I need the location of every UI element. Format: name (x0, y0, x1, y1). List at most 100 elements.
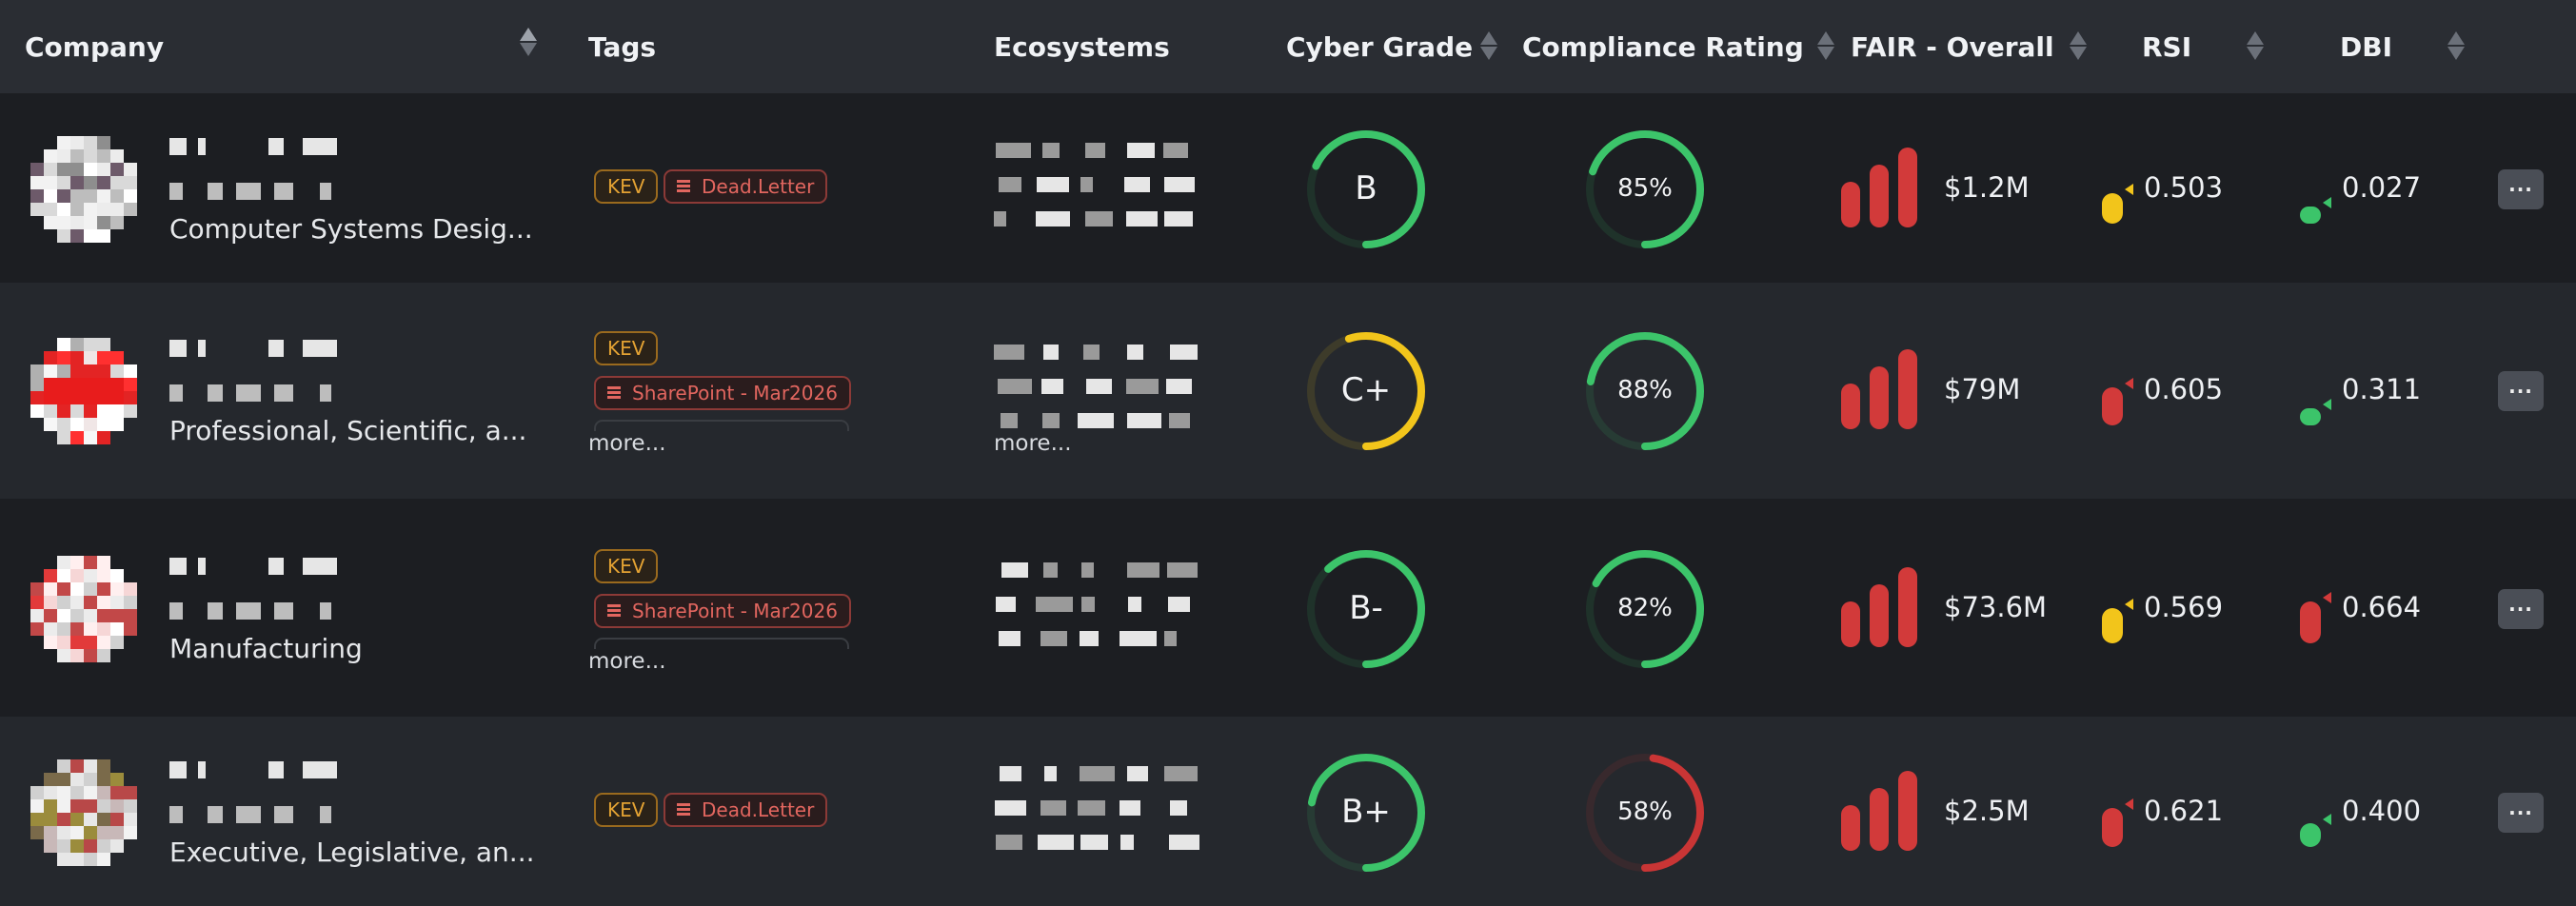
redacted-block (208, 806, 223, 823)
logo-pixel (97, 404, 110, 418)
tag-label: KEV (607, 798, 645, 821)
logo-pixel (97, 569, 110, 582)
rsi-gauge-value: 0.621 (2144, 795, 2224, 827)
tag-kev[interactable]: KEV (594, 549, 659, 583)
logo-pixel (110, 189, 124, 203)
ellipsis-icon: ··· (2508, 598, 2533, 620)
tag-named-vulnerability[interactable]: Dead.Letter (664, 169, 828, 204)
tag-named-vulnerability[interactable]: SharePoint - Mar2026 (594, 594, 851, 628)
redacted-company-name (169, 558, 360, 575)
compliance-ring-arc (1586, 130, 1704, 248)
redacted-block (1080, 631, 1099, 646)
cyber-grade-ring-arc (1307, 332, 1425, 450)
logo-pixel (70, 649, 84, 662)
rsi-gauge-level (2102, 387, 2123, 425)
logo-pixel (110, 216, 124, 229)
tag-kev[interactable]: KEV (594, 169, 659, 204)
column-header-dbi[interactable]: DBI (2340, 0, 2466, 93)
logo-pixel (97, 799, 110, 813)
logo-pixel (84, 759, 97, 773)
table-row: Professional, Scientific, a... KEV SharePo… (0, 283, 2576, 499)
rsi-gauge (2102, 357, 2133, 425)
dbi-gauge (2300, 778, 2331, 847)
tag-kev[interactable]: KEV (594, 331, 659, 365)
logo-pixel (110, 799, 124, 813)
ellipsis-icon: ··· (2508, 380, 2533, 403)
row-actions-button[interactable]: ··· (2498, 169, 2544, 209)
tag-named-vulnerability[interactable]: Dead.Letter (664, 793, 828, 827)
fair-risk-bars (1841, 148, 1927, 227)
logo-pixel (124, 813, 137, 826)
row-actions-button[interactable]: ··· (2498, 371, 2544, 411)
logo-pixel (70, 136, 84, 149)
logo-pixel (70, 636, 84, 649)
logo-pixel (57, 203, 70, 216)
fair-bar (1841, 384, 1860, 429)
logo-pixel (84, 839, 97, 853)
cyber-grade-ring (1307, 754, 1425, 872)
sort-icon[interactable] (2447, 30, 2466, 64)
logo-pixel (110, 149, 124, 163)
column-header-rsi[interactable]: RSI (2142, 0, 2265, 93)
logo-pixel (57, 163, 70, 176)
column-header-fair-overall[interactable]: FAIR - Overall (1851, 0, 2087, 93)
more-tags-link[interactable]: more... (588, 649, 666, 674)
redacted-block (169, 761, 187, 778)
logo-pixel (97, 596, 110, 609)
redacted-block (1085, 211, 1113, 226)
logo-pixel (97, 759, 110, 773)
column-header-cyber-grade[interactable]: Cyber Grade (1286, 0, 1498, 93)
tag-label: KEV (607, 555, 645, 578)
redacted-block (236, 806, 261, 823)
redacted-block (208, 602, 223, 620)
column-header-company[interactable]: Company (25, 0, 164, 93)
redacted-block (268, 558, 284, 575)
more-ecosystems-link[interactable]: more... (994, 431, 1072, 456)
compliance-ring (1586, 130, 1704, 248)
logo-pixel (124, 799, 137, 813)
row-actions-button[interactable]: ··· (2498, 589, 2544, 629)
logo-pixel (44, 176, 57, 189)
sort-icon[interactable] (1480, 30, 1498, 64)
logo-pixel (124, 404, 137, 418)
logo-pixel (57, 569, 70, 582)
sort-icon[interactable] (2247, 30, 2265, 64)
redacted-block (320, 183, 331, 200)
tag-named-vulnerability[interactable]: SharePoint - Mar2026 (594, 376, 851, 410)
logo-pixel (57, 773, 70, 786)
column-header-compliance-rating[interactable]: Compliance Rating (1522, 0, 1834, 93)
compliance-ring (1586, 550, 1704, 668)
sort-icon[interactable] (1816, 30, 1834, 64)
fair-bar (1898, 771, 1917, 851)
logo-pixel (30, 163, 44, 176)
rsi-gauge-value: 0.503 (2144, 171, 2224, 204)
logo-pixel (84, 364, 97, 378)
redacted-block (999, 177, 1021, 192)
fair-risk-bars (1841, 771, 1927, 851)
sort-icon[interactable] (520, 26, 537, 60)
logo-pixel (97, 176, 110, 189)
redacted-block (198, 558, 206, 575)
logo-pixel (30, 203, 44, 216)
redacted-block (274, 183, 293, 200)
sort-icon[interactable] (2069, 30, 2087, 64)
company-industry: Manufacturing (169, 633, 363, 664)
redacted-block (995, 800, 1026, 816)
rsi-gauge-level (2102, 193, 2123, 224)
logo-pixel (44, 596, 57, 609)
redacted-block (1170, 800, 1187, 816)
more-tags-link[interactable]: more... (588, 431, 666, 456)
logo-pixel (70, 622, 84, 636)
tag-kev[interactable]: KEV (594, 793, 659, 827)
dbi-gauge-value: 0.664 (2342, 591, 2422, 623)
redacted-block (1037, 177, 1069, 192)
dbi-gauge-level (2300, 823, 2321, 847)
logo-pixel (97, 636, 110, 649)
redacted-block (1083, 345, 1100, 360)
logo-pixel (44, 622, 57, 636)
rsi-gauge-pointer-icon (2125, 599, 2133, 610)
row-actions-button[interactable]: ··· (2498, 793, 2544, 833)
redacted-block (1042, 413, 1060, 428)
logo-pixel (44, 569, 57, 582)
redacted-block (169, 602, 183, 620)
